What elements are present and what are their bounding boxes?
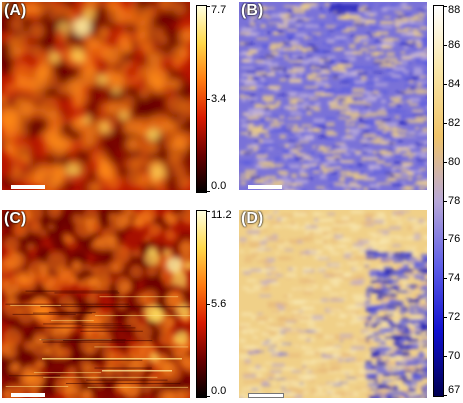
- colorbar-tick-mark: [207, 396, 210, 397]
- colorbar-tick-mark: [444, 395, 447, 396]
- height-map-c-image: [2, 210, 190, 398]
- colorbar-height-bottom: [196, 210, 207, 398]
- potential-map-d: (D): [239, 210, 427, 398]
- colorbar-tick-label: 0.0: [211, 385, 227, 397]
- colorbar-tick-mark: [207, 6, 210, 7]
- colorbar-tick-label: 67: [448, 384, 461, 396]
- height-map-c: (C): [2, 210, 190, 398]
- colorbar-tick-mark: [444, 200, 447, 202]
- scale-bar-b: [248, 185, 282, 189]
- colorbar-tick-label: 76: [448, 233, 461, 246]
- height-map-a: (A): [2, 2, 190, 190]
- colorbar-tick-label: 11.2: [211, 209, 232, 221]
- colorbar-tick-mark: [444, 239, 447, 241]
- panel-label-b: (B): [241, 2, 264, 19]
- colorbar-tick-label: 7.7: [211, 4, 227, 16]
- colorbar-tick-mark: [207, 303, 210, 305]
- scale-bar-c: [11, 393, 45, 397]
- colorbar-tick-mark: [207, 98, 210, 100]
- scale-bar-a: [11, 185, 45, 189]
- potential-map-b-image: [239, 2, 427, 190]
- colorbar-tick-mark: [444, 83, 447, 85]
- colorbar-tick-mark: [444, 6, 447, 7]
- colorbar-tick-mark: [444, 122, 447, 124]
- panel-label-c: (C): [4, 210, 27, 227]
- colorbar-tick-label: 0.0: [211, 180, 227, 192]
- colorbar-tick-label: 86: [448, 38, 461, 51]
- colorbar-tick-label: 70: [448, 350, 461, 363]
- potential-map-b: (B): [239, 2, 427, 190]
- colorbar-tick-label: 3.4: [211, 92, 227, 105]
- colorbar-tick-mark: [207, 211, 210, 212]
- colorbar-tick-label: 88: [448, 4, 461, 16]
- colorbar-tick-mark: [444, 161, 447, 163]
- colorbar-tick-mark: [444, 356, 447, 358]
- colorbar-tick-label: 72: [448, 311, 461, 324]
- colorbar-potential: [433, 5, 444, 397]
- colorbar-tick-label: 80: [448, 155, 461, 168]
- colorbar-tick-label: 78: [448, 194, 461, 207]
- height-map-a-image: [2, 2, 190, 190]
- colorbar-tick-mark: [207, 191, 210, 192]
- colorbar-tick-label: 74: [448, 272, 461, 285]
- colorbar-tick-label: 84: [448, 77, 461, 90]
- colorbar-tick-mark: [444, 278, 447, 280]
- colorbar-tick-label: 5.6: [211, 297, 227, 310]
- scale-bar-d: [248, 393, 284, 398]
- colorbar-tick-mark: [444, 44, 447, 46]
- colorbar-height-top: [196, 5, 207, 193]
- colorbar-tick-mark: [444, 317, 447, 319]
- potential-map-d-image: [239, 210, 427, 398]
- colorbar-tick-label: 82: [448, 116, 461, 129]
- panel-label-d: (D): [241, 210, 264, 227]
- panel-label-a: (A): [4, 2, 27, 19]
